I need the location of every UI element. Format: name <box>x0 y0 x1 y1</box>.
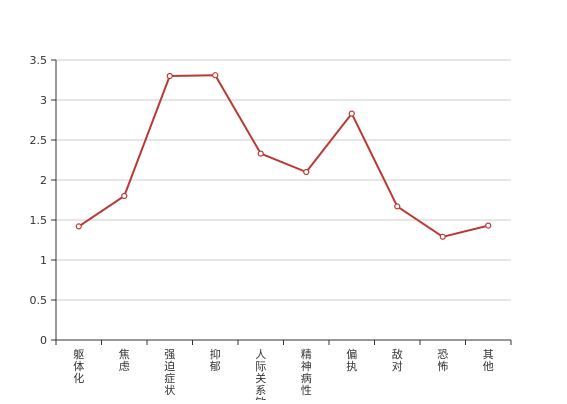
y-tick-label: 2.5 <box>30 134 48 147</box>
y-tick-labels: 0 0.5 1 1.5 2 2.5 3 3.5 <box>30 54 48 347</box>
x-tick-label: 强迫症状 <box>164 348 175 397</box>
data-point <box>485 222 492 229</box>
x-tick-label: 其他 <box>483 348 494 373</box>
data-point <box>303 168 310 176</box>
data-point <box>439 233 446 240</box>
x-tick-labels: 躯体化 焦虑 强迫症状 抑郁 人际关系敏感 精神病性 偏执 敌对 恐怖 其他 <box>73 347 494 404</box>
x-tick-label: 焦虑 <box>119 348 130 373</box>
data-point <box>394 203 401 210</box>
y-tick-label: 1.5 <box>30 214 48 227</box>
x-tick-label: 敌对 <box>392 347 403 373</box>
series <box>75 72 492 240</box>
x-tick-label: 精神病性 <box>301 348 312 397</box>
axes <box>51 59 512 345</box>
x-tick-label: 偏执 <box>346 347 357 373</box>
data-point <box>257 150 264 157</box>
x-tick-label: 躯体化 <box>73 348 84 385</box>
y-tick-label: 2 <box>40 174 47 187</box>
x-tick-label: 人际关系敏感 <box>255 348 266 400</box>
data-point <box>75 223 82 230</box>
data-point <box>212 72 219 79</box>
y-tick-label: 1 <box>40 254 47 267</box>
data-point <box>166 72 173 80</box>
x-tick-label: 抑郁 <box>210 347 221 373</box>
y-tick-label: 0.5 <box>30 294 48 307</box>
data-point <box>348 110 355 117</box>
y-tick-label: 3 <box>40 94 47 107</box>
y-tick-label: 0 <box>40 334 47 347</box>
y-tick-label: 3.5 <box>30 54 48 67</box>
grid-lines <box>56 59 511 301</box>
x-tick-label: 恐怖 <box>437 348 448 373</box>
data-point <box>121 192 128 200</box>
series-line <box>78 74 489 238</box>
